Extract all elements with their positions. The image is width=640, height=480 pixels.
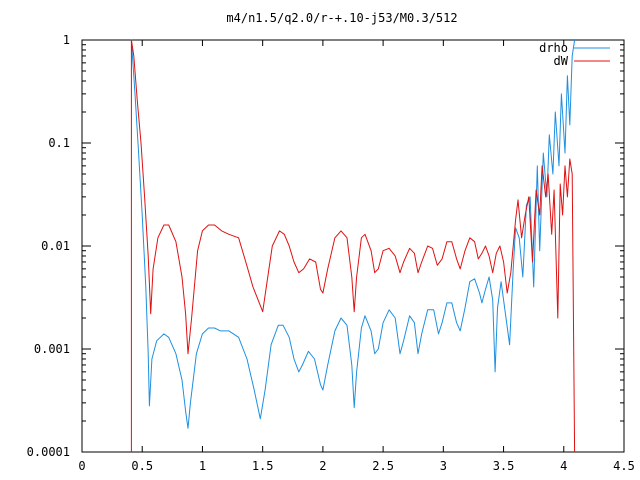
x-tick-label: 4 <box>560 459 567 473</box>
x-tick-label: 0.5 <box>131 459 153 473</box>
x-tick-label: 3.5 <box>493 459 515 473</box>
x-tick-label: 3 <box>440 459 447 473</box>
x-tick-label: 4.5 <box>613 459 635 473</box>
series-layer <box>130 39 576 453</box>
x-axis: 0 0.5 1 1.5 2 2.5 3 3.5 4 4.5 <box>78 40 635 473</box>
series-line-dw <box>130 39 576 453</box>
y-tick-label: 1 <box>63 33 70 47</box>
x-tick-label: 0 <box>78 459 85 473</box>
y-tick-label: 0.001 <box>34 342 70 356</box>
series-line-drho <box>130 39 576 429</box>
x-tick-label: 2 <box>319 459 326 473</box>
y-tick-label: 0.01 <box>41 239 70 253</box>
y-tick-label: 0.0001 <box>27 445 70 459</box>
legend-label: dW <box>554 54 569 68</box>
x-tick-label: 2.5 <box>372 459 394 473</box>
legend-label: drho <box>539 41 568 55</box>
y-tick-label: 0.1 <box>48 136 70 150</box>
x-tick-label: 1 <box>199 459 206 473</box>
y-axis: 0.0001 0.001 0.01 0.1 1 <box>27 33 624 459</box>
x-tick-label: 1.5 <box>252 459 274 473</box>
chart-title: m4/n1.5/q2.0/r-+.10-j53/M0.3/512 <box>226 11 457 25</box>
